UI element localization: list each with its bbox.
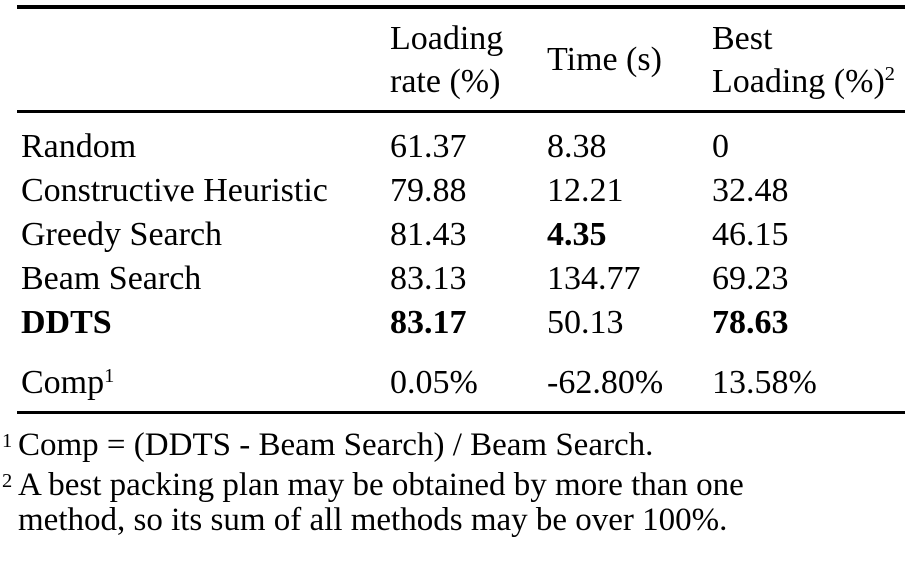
table-body: Random 61.37 8.38 0 Constructive Heurist…: [17, 112, 905, 414]
table-header: Loading rate (%) Time (s) Best Loading (…: [17, 7, 905, 113]
cell-loading-rate: 0.05%: [388, 345, 545, 414]
cell-best-loading: 0: [712, 128, 729, 165]
cell-loading-rate: 61.37: [390, 128, 467, 165]
header-time-line1: Time (s): [547, 41, 662, 78]
footnote-2-text: A best packing plan may be obtained by m…: [18, 468, 905, 538]
comp-footnote-marker-1: 1: [104, 364, 115, 387]
header-loading-line2: rate (%): [390, 62, 501, 100]
cell-method: Constructive Heuristic: [21, 172, 328, 209]
header-row: Loading rate (%) Time (s) Best Loading (…: [17, 7, 905, 113]
footnote-1-text: Comp = (DDTS - Beam Search) / Beam Searc…: [18, 428, 905, 463]
header-best-line2: Loading (%)2: [712, 60, 905, 103]
footnote-2: 2 A best packing plan may be obtained by…: [2, 468, 905, 538]
header-best-line1: Best: [712, 19, 773, 57]
table-row-ddts: DDTS 83.17 50.13 78.63: [17, 301, 905, 345]
footnote-2-line-2: method, so its sum of all methods may be…: [18, 502, 728, 538]
table-row-greedy-search: Greedy Search 81.43 4.35 46.15: [17, 213, 905, 257]
table-row-comp: Comp1 0.05% -62.80% 13.58%: [17, 345, 905, 414]
footnote-2-marker: 2: [2, 470, 13, 492]
cell-time: 134.77: [547, 260, 641, 297]
footnote-1-line-1: Comp = (DDTS - Beam Search) / Beam Searc…: [18, 427, 654, 463]
header-loading-line1: Loading: [390, 19, 504, 57]
cell-best-loading: 78.63: [712, 304, 789, 341]
cell-best-loading: 32.48: [712, 172, 789, 209]
table-footnotes: 1 Comp = (DDTS - Beam Search) / Beam Sea…: [2, 428, 905, 538]
table-row-constructive-heuristic: Constructive Heuristic 79.88 12.21 32.48: [17, 169, 905, 213]
footnote-1-marker: 1: [2, 430, 13, 452]
cell-time: 4.35: [547, 216, 607, 253]
table-row-random: Random 61.37 8.38 0: [17, 112, 905, 170]
cell-method: Beam Search: [21, 260, 202, 297]
header-cell-best-loading: Best Loading (%)2: [710, 7, 905, 113]
cell-method: Random: [21, 128, 137, 165]
cell-best-loading: 46.15: [712, 216, 789, 253]
cell-time: 12.21: [547, 172, 624, 209]
header-footnote-marker-2: 2: [884, 63, 895, 86]
table-row-beam-search: Beam Search 83.13 134.77 69.23: [17, 257, 905, 301]
header-best-line2-text: Loading (%): [712, 62, 885, 100]
cell-best-loading: 69.23: [712, 260, 789, 297]
header-cell-time: Time (s): [545, 7, 710, 113]
cell-time: 8.38: [547, 128, 607, 165]
cell-method-comp: Comp1: [17, 345, 388, 414]
cell-best-loading: 13.58%: [710, 345, 905, 414]
footnote-1: 1 Comp = (DDTS - Beam Search) / Beam Sea…: [2, 428, 905, 463]
cell-method: DDTS: [21, 304, 112, 341]
comp-label: Comp: [21, 364, 105, 401]
results-table-figure: Loading rate (%) Time (s) Best Loading (…: [0, 5, 905, 562]
cell-loading-rate: 81.43: [390, 216, 467, 253]
header-cell-method: [17, 7, 388, 113]
cell-method: Greedy Search: [21, 216, 223, 253]
cell-loading-rate: 83.13: [390, 260, 467, 297]
header-cell-loading-rate: Loading rate (%): [388, 7, 545, 113]
footnote-2-line-1: A best packing plan may be obtained by m…: [18, 467, 744, 503]
cell-loading-rate: 83.17: [390, 304, 467, 341]
cell-time: 50.13: [547, 304, 624, 341]
cell-loading-rate: 79.88: [390, 172, 467, 209]
cell-time: -62.80%: [545, 345, 710, 414]
comparison-table: Loading rate (%) Time (s) Best Loading (…: [17, 5, 905, 414]
